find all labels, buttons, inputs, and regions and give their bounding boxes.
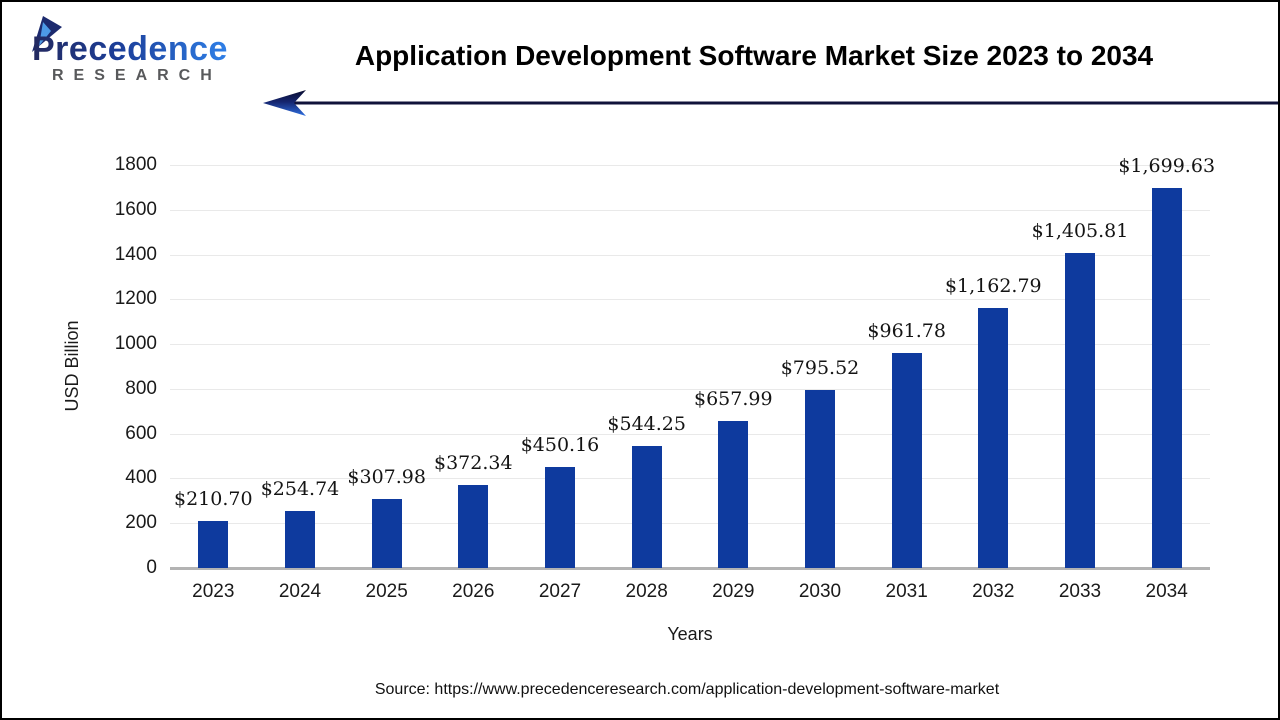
y-tick-label: 1200 (114, 288, 157, 309)
y-tick-label: 600 (125, 423, 157, 444)
bar-value-label: $450.16 (520, 434, 600, 457)
x-tick-label: 2027 (538, 581, 582, 602)
x-axis-baseline (170, 567, 1210, 570)
y-tick-label: 400 (125, 467, 157, 488)
bar-value-label: $544.25 (607, 413, 686, 436)
bar-value-label: $657.99 (694, 387, 773, 410)
bar-value-label: $1,405.81 (1031, 220, 1129, 243)
logo-name: Precedence (32, 30, 228, 68)
x-tick-label: 2034 (1145, 581, 1188, 602)
bar (978, 307, 1009, 568)
x-axis-label: Years (667, 624, 713, 644)
gridline (170, 299, 1210, 300)
y-tick-label: 1800 (114, 154, 157, 175)
y-tick-label: 800 (125, 378, 157, 399)
logo-leaf-icon (32, 16, 62, 52)
x-tick-label: 2024 (278, 581, 322, 602)
y-tick-label: 1000 (114, 333, 157, 354)
bar-value-label: $961.78 (867, 319, 946, 342)
x-tick-label: 2032 (972, 581, 1015, 602)
bar-value-label: $307.98 (347, 466, 426, 488)
x-tick-label: 2028 (625, 581, 668, 602)
gridline (170, 344, 1210, 345)
logo-subtitle: RESEARCH (52, 67, 222, 84)
chart-title: Application Development Software Market … (354, 40, 1154, 71)
bar-value-label: $795.52 (780, 356, 860, 379)
bar (198, 520, 229, 568)
bar (545, 467, 575, 568)
bar-value-label: $210.70 (174, 487, 253, 510)
y-tick-label: 200 (125, 512, 157, 533)
bar-value-label: $254.74 (260, 478, 340, 500)
bar-value-label: $1,699.63 (1118, 154, 1216, 177)
y-tick-label: 0 (146, 557, 157, 578)
bar-value-label: $1,162.79 (944, 274, 1042, 297)
gridline (170, 165, 1210, 166)
bar (1151, 187, 1182, 568)
bar (718, 420, 749, 568)
bar (891, 352, 922, 568)
x-tick-label: 2030 (798, 581, 842, 602)
gridline (170, 255, 1210, 256)
gridline (170, 210, 1210, 211)
bar (285, 511, 315, 568)
source-text: Source: https://www.precedenceresearch.c… (374, 681, 1000, 698)
bar (371, 499, 402, 568)
gridline (170, 434, 1210, 435)
x-tick-label: 2029 (712, 581, 755, 602)
bar (1065, 253, 1095, 568)
gridline (170, 523, 1210, 524)
x-tick-label: 2033 (1058, 581, 1102, 602)
bar (805, 389, 835, 568)
x-tick-label: 2025 (365, 581, 408, 602)
x-tick-label: 2031 (885, 581, 928, 602)
bar (631, 446, 662, 568)
x-tick-label: 2023 (192, 581, 235, 602)
bar (458, 484, 489, 568)
gridline (170, 478, 1210, 479)
precedence-research-logo: Precedence RESEARCH (30, 12, 260, 86)
y-tick-label: 1600 (114, 199, 157, 220)
gridline (170, 389, 1210, 390)
x-tick-label: 2026 (452, 581, 495, 602)
bar-value-label: $372.34 (434, 451, 513, 474)
y-tick-label: 1400 (114, 244, 157, 265)
left-arrow-icon (263, 90, 1278, 116)
